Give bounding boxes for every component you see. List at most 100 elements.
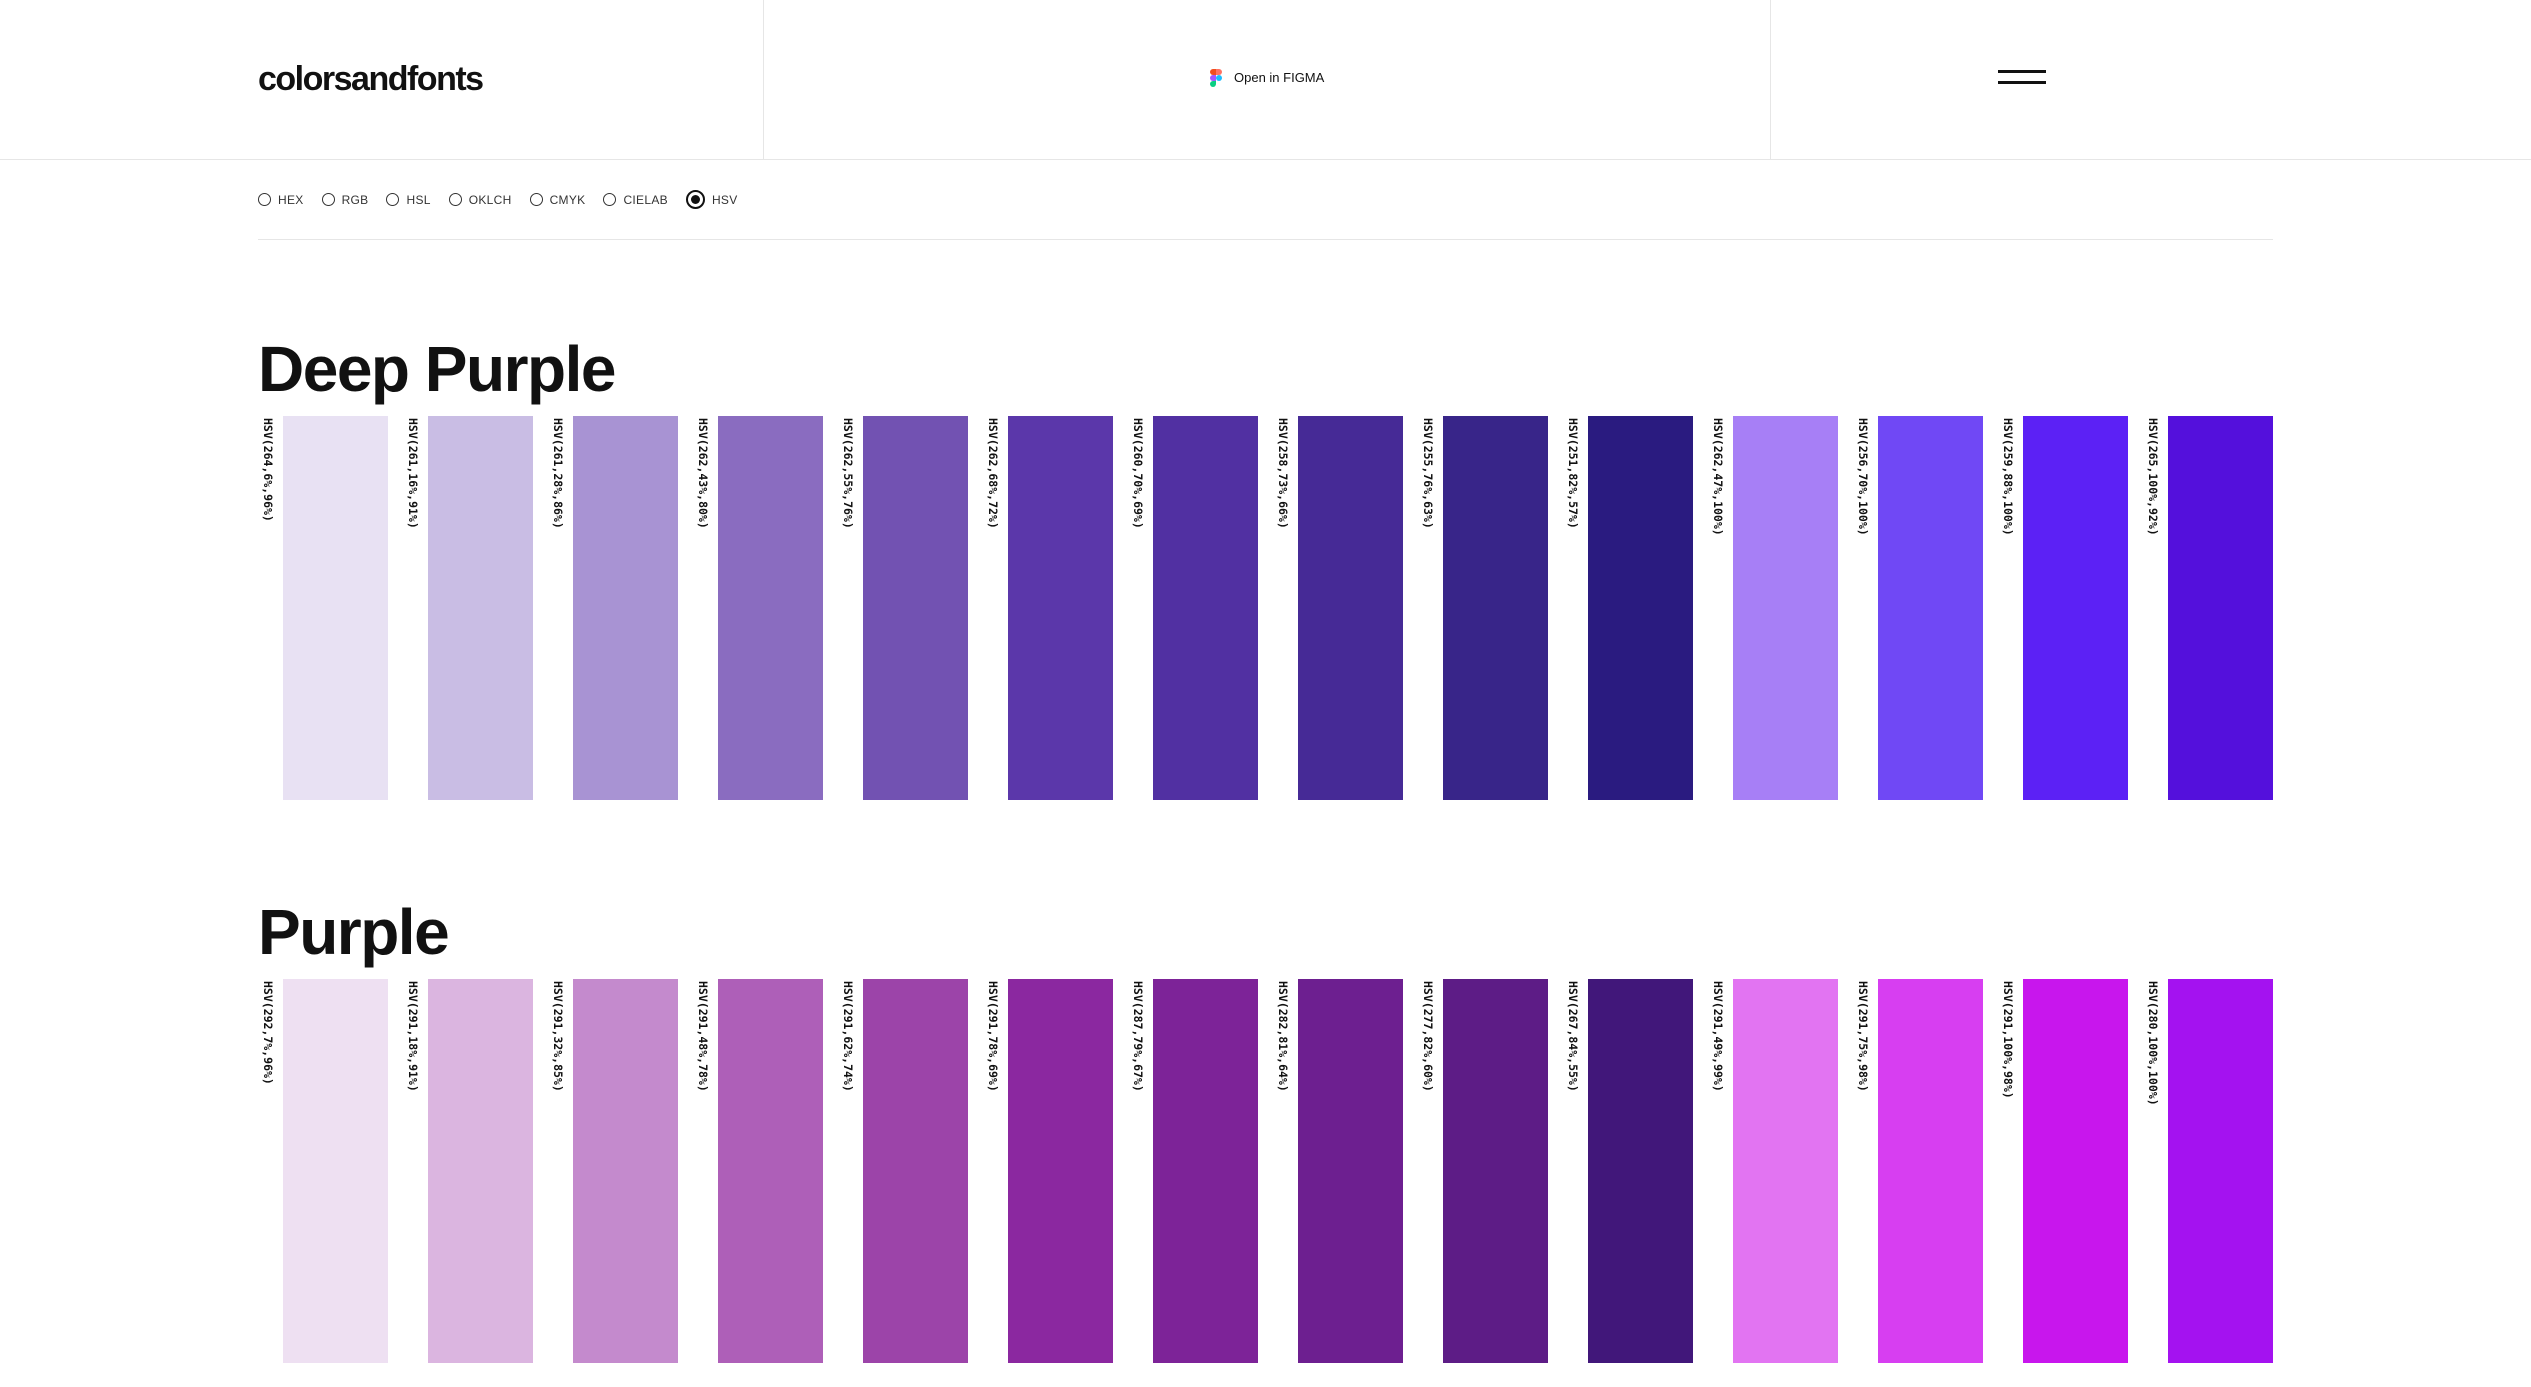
swatch-code-text: HSV(264,6%,96%) [261, 418, 275, 522]
format-option-oklch[interactable]: OKLCH [448, 193, 512, 207]
swatch-color[interactable] [1878, 979, 1983, 1363]
swatch-color[interactable] [1443, 979, 1548, 1363]
color-swatch[interactable]: HSV(291,49%,99%) [1708, 979, 1838, 1363]
swatch-code-text: HSV(258,73%,66%) [1276, 418, 1290, 529]
color-swatch[interactable]: HSV(261,28%,86%) [548, 416, 678, 800]
color-swatch[interactable]: HSV(262,55%,76%) [838, 416, 968, 800]
swatch-color[interactable] [718, 979, 823, 1363]
swatch-color[interactable] [573, 979, 678, 1363]
swatch-color[interactable] [1588, 979, 1693, 1363]
radio-selected-icon [685, 190, 705, 209]
swatch-color[interactable] [1008, 416, 1113, 800]
divider [258, 239, 2273, 240]
swatch-color[interactable] [863, 979, 968, 1363]
color-swatch[interactable]: HSV(282,81%,64%) [1273, 979, 1403, 1363]
color-swatch[interactable]: HSV(291,78%,69%) [983, 979, 1113, 1363]
color-swatch[interactable]: HSV(259,88%,100%) [1998, 416, 2128, 800]
color-swatch[interactable]: HSV(280,100%,100%) [2143, 979, 2273, 1363]
color-swatch[interactable]: HSV(262,68%,72%) [983, 416, 1113, 800]
color-swatch[interactable]: HSV(292,7%,96%) [258, 979, 388, 1363]
swatch-color[interactable] [2168, 979, 2273, 1363]
color-swatch[interactable]: HSV(262,47%,100%) [1708, 416, 1838, 800]
swatch-code-text: HSV(262,43%,80%) [696, 418, 710, 529]
color-swatch[interactable]: HSV(258,73%,66%) [1273, 416, 1403, 800]
swatch-color[interactable] [283, 979, 388, 1363]
swatch-code-text: HSV(291,78%,69%) [986, 981, 1000, 1092]
logo[interactable]: colorsandfonts [258, 60, 484, 98]
swatch-color[interactable] [1733, 979, 1838, 1363]
color-swatch[interactable]: HSV(291,62%,74%) [838, 979, 968, 1363]
swatch-color[interactable] [1443, 416, 1548, 800]
swatch-code: HSV(291,48%,78%) [693, 979, 713, 1179]
swatch-code: HSV(251,82%,57%) [1563, 416, 1583, 616]
swatch-color[interactable] [1298, 979, 1403, 1363]
swatch-code: HSV(258,73%,66%) [1273, 416, 1293, 616]
format-option-hex[interactable]: HEX [258, 193, 304, 207]
color-swatch[interactable]: HSV(287,79%,67%) [1128, 979, 1258, 1363]
swatch-color[interactable] [1008, 979, 1113, 1363]
color-swatch[interactable]: HSV(265,100%,92%) [2143, 416, 2273, 800]
hamburger-icon [1998, 70, 2046, 73]
color-swatch[interactable]: HSV(251,82%,57%) [1563, 416, 1693, 800]
color-swatch[interactable]: HSV(267,84%,55%) [1563, 979, 1693, 1363]
swatch-code: HSV(280,100%,100%) [2143, 979, 2163, 1179]
swatch-color[interactable] [1298, 416, 1403, 800]
swatch-color[interactable] [2023, 979, 2128, 1363]
color-swatch[interactable]: HSV(291,18%,91%) [403, 979, 533, 1363]
swatch-color[interactable] [2023, 416, 2128, 800]
color-swatch[interactable]: HSV(291,100%,98%) [1998, 979, 2128, 1363]
open-in-figma-label: Open in FIGMA [1234, 70, 1325, 85]
color-swatch[interactable]: HSV(291,75%,98%) [1853, 979, 1983, 1363]
swatch-code-text: HSV(251,82%,57%) [1566, 418, 1580, 529]
color-swatch[interactable]: HSV(262,43%,80%) [693, 416, 823, 800]
swatch-color[interactable] [718, 416, 823, 800]
swatch-color[interactable] [428, 979, 533, 1363]
format-option-cmyk[interactable]: CMYK [529, 193, 586, 207]
swatch-code: HSV(291,100%,98%) [1998, 979, 2018, 1179]
swatch-code: HSV(256,70%,100%) [1853, 416, 1873, 616]
menu-button[interactable] [1998, 67, 2046, 87]
color-swatch[interactable]: HSV(261,16%,91%) [403, 416, 533, 800]
swatch-code: HSV(292,7%,96%) [258, 979, 278, 1179]
open-in-figma-link[interactable]: Open in FIGMA [1210, 68, 1324, 88]
palette-title: Deep Purple [258, 333, 616, 405]
swatch-color[interactable] [1153, 416, 1258, 800]
swatch-code: HSV(262,47%,100%) [1708, 416, 1728, 616]
swatch-code: HSV(260,70%,69%) [1128, 416, 1148, 616]
format-option-hsv[interactable]: HSV [685, 190, 738, 209]
swatch-color[interactable] [1588, 416, 1693, 800]
swatch-code-text: HSV(256,70%,100%) [1856, 418, 1870, 536]
swatch-code: HSV(267,84%,55%) [1563, 979, 1583, 1179]
swatch-code: HSV(291,62%,74%) [838, 979, 858, 1179]
color-swatch[interactable]: HSV(291,48%,78%) [693, 979, 823, 1363]
swatch-color[interactable] [573, 416, 678, 800]
color-swatch[interactable]: HSV(264,6%,96%) [258, 416, 388, 800]
swatch-code-text: HSV(291,18%,91%) [406, 981, 420, 1092]
swatch-code-text: HSV(291,100%,98%) [2001, 981, 2015, 1099]
color-swatch[interactable]: HSV(260,70%,69%) [1128, 416, 1258, 800]
color-swatch[interactable]: HSV(255,76%,63%) [1418, 416, 1548, 800]
swatch-code: HSV(262,55%,76%) [838, 416, 858, 616]
swatch-color[interactable] [1153, 979, 1258, 1363]
radio-icon [386, 193, 400, 206]
format-option-hsl[interactable]: HSL [386, 193, 430, 207]
swatch-color[interactable] [428, 416, 533, 800]
swatch-color[interactable] [863, 416, 968, 800]
swatch-code: HSV(262,43%,80%) [693, 416, 713, 616]
color-swatch[interactable]: HSV(291,32%,85%) [548, 979, 678, 1363]
swatch-color[interactable] [2168, 416, 2273, 800]
swatch-code-text: HSV(259,88%,100%) [2001, 418, 2015, 536]
color-swatch[interactable]: HSV(277,82%,60%) [1418, 979, 1548, 1363]
swatch-code-text: HSV(262,68%,72%) [986, 418, 1000, 529]
format-option-rgb[interactable]: RGB [321, 193, 369, 207]
radio-icon [448, 193, 462, 206]
swatch-color[interactable] [1878, 416, 1983, 800]
swatch-code-text: HSV(292,7%,96%) [261, 981, 275, 1085]
color-swatch[interactable]: HSV(256,70%,100%) [1853, 416, 1983, 800]
format-option-cielab[interactable]: CIELAB [603, 193, 668, 207]
site-header: colorsandfonts Open in FIGMA [0, 0, 2531, 160]
swatch-color[interactable] [1733, 416, 1838, 800]
swatch-code-text: HSV(291,75%,98%) [1856, 981, 1870, 1092]
swatch-code-text: HSV(265,100%,92%) [2146, 418, 2160, 536]
swatch-color[interactable] [283, 416, 388, 800]
